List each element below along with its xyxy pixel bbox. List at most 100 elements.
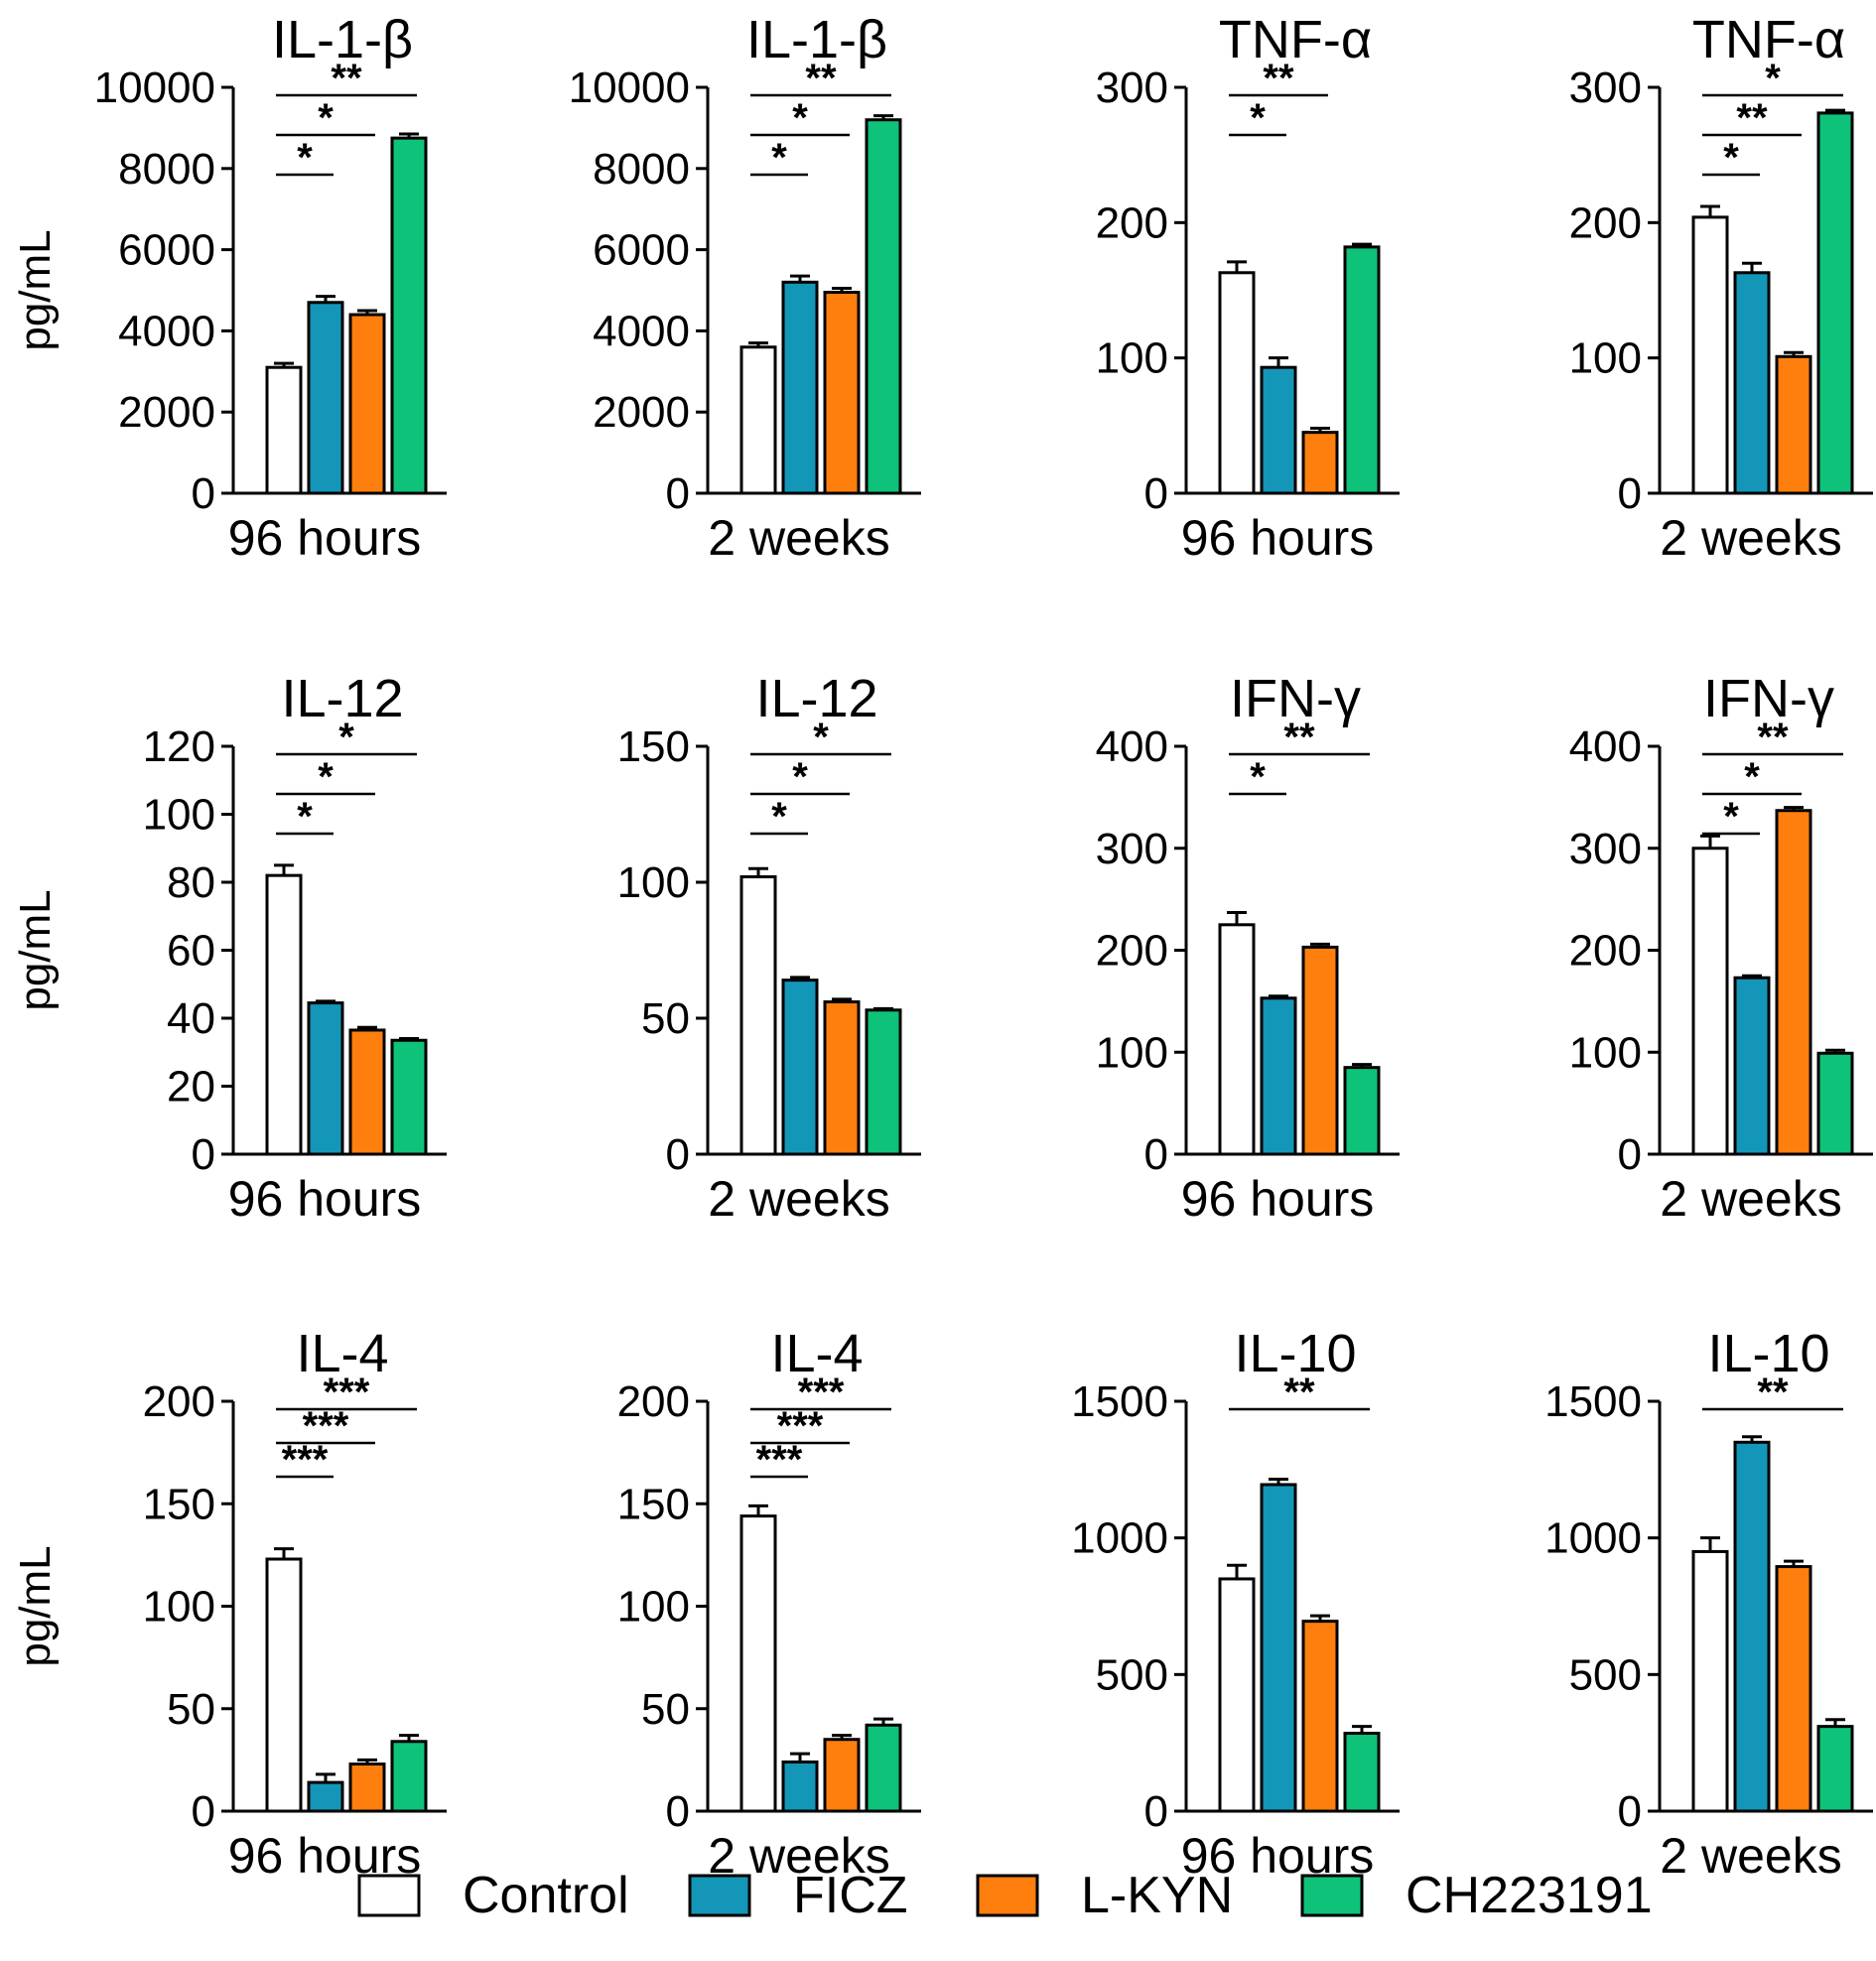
y-tick-label: 200 <box>1096 198 1168 247</box>
bar <box>307 301 344 495</box>
y-tick-label: 150 <box>617 722 690 771</box>
y-tick-label: 0 <box>666 1787 690 1836</box>
significance-label: *** <box>324 1371 370 1414</box>
bar <box>265 1557 303 1813</box>
y-tick-label: 0 <box>1618 469 1642 518</box>
panel-title: IL-4 <box>770 1324 863 1383</box>
significance-label: * <box>813 716 829 759</box>
significance-label: * <box>792 96 808 140</box>
legend-label: Control <box>463 1867 629 1924</box>
y-tick-label: 400 <box>1569 722 1642 771</box>
y-tick-label: 4000 <box>593 307 690 355</box>
panel-title: IL-1-β <box>746 10 887 69</box>
y-tick-label: 1000 <box>1544 1514 1642 1563</box>
y-tick-label: 10000 <box>94 64 215 112</box>
y-tick-label: 100 <box>1096 1028 1168 1077</box>
legend-label: L-KYN <box>1081 1867 1233 1924</box>
bar <box>390 136 428 495</box>
significance-label: * <box>771 136 787 180</box>
significance-label: * <box>1250 755 1266 799</box>
bar <box>739 345 777 495</box>
bar <box>781 1760 819 1813</box>
bar <box>823 291 861 495</box>
y-tick-label: 2000 <box>118 388 215 437</box>
significance-label: * <box>1744 755 1760 799</box>
y-tick-label: 50 <box>641 1685 690 1734</box>
y-axis-label: pg/mL <box>11 1545 60 1666</box>
significance-label: * <box>318 96 334 140</box>
bar <box>739 1514 777 1813</box>
bar <box>823 1738 861 1813</box>
significance-label: *** <box>282 1438 329 1482</box>
legend-item: L-KYN <box>976 1867 1233 1924</box>
panel-title: IL-1-β <box>272 10 413 69</box>
y-axis-label: pg/mL <box>11 889 60 1010</box>
significance-label: * <box>1723 795 1739 839</box>
panel-title: TNF-α <box>1692 10 1845 69</box>
y-tick-label: 40 <box>167 994 215 1043</box>
x-axis-label: 2 weeks <box>708 510 889 566</box>
bar <box>1733 1440 1771 1813</box>
y-tick-label: 20 <box>167 1063 215 1111</box>
y-tick-label: 1500 <box>1544 1377 1642 1426</box>
y-tick-label: 50 <box>167 1685 215 1734</box>
y-tick-label: 200 <box>143 1377 215 1426</box>
bar <box>739 875 777 1156</box>
y-tick-label: 300 <box>1569 825 1642 873</box>
legend-label: CH223191 <box>1406 1867 1653 1924</box>
x-axis-label: 96 hours <box>228 510 422 566</box>
bar <box>1301 1620 1339 1813</box>
significance-label: ** <box>331 57 362 100</box>
significance-label: ** <box>1757 1371 1789 1414</box>
bar <box>1218 271 1256 495</box>
legend-swatch <box>357 1874 421 1917</box>
panel-title: IL-12 <box>755 669 877 728</box>
y-axis-label: pg/mL <box>11 229 60 350</box>
y-tick-label: 100 <box>1569 334 1642 383</box>
bar <box>1691 847 1729 1156</box>
bar <box>1301 431 1339 495</box>
bar <box>1691 215 1729 495</box>
legend-swatch <box>1300 1874 1364 1917</box>
y-tick-label: 0 <box>192 1130 215 1179</box>
bar <box>1816 1051 1854 1156</box>
x-axis-label: 96 hours <box>1181 510 1375 566</box>
y-tick-label: 100 <box>1569 1028 1642 1077</box>
y-tick-label: 8000 <box>118 145 215 194</box>
y-tick-label: 10000 <box>569 64 690 112</box>
bar <box>781 280 819 495</box>
x-axis-label: 2 weeks <box>1660 510 1841 566</box>
y-tick-label: 300 <box>1096 64 1168 112</box>
bar <box>781 979 819 1156</box>
y-tick-label: 0 <box>1618 1787 1642 1836</box>
legend-item: CH223191 <box>1300 1867 1653 1924</box>
y-tick-label: 120 <box>143 722 215 771</box>
y-tick-label: 100 <box>617 858 690 907</box>
bar <box>1775 1565 1812 1813</box>
y-tick-label: 4000 <box>118 307 215 355</box>
y-tick-label: 60 <box>167 927 215 976</box>
legend-item: FICZ <box>688 1867 908 1924</box>
x-axis-label: 96 hours <box>1181 1171 1375 1227</box>
x-axis-label: 96 hours <box>228 1171 422 1227</box>
bar <box>865 1723 902 1813</box>
y-tick-label: 100 <box>143 791 215 840</box>
significance-label: * <box>318 755 334 799</box>
y-tick-label: 50 <box>641 994 690 1043</box>
significance-label: ** <box>1757 716 1789 759</box>
significance-label: *** <box>777 1404 824 1448</box>
panel-title: IL-10 <box>1707 1324 1829 1383</box>
panel-title: IL-10 <box>1234 1324 1356 1383</box>
y-tick-label: 0 <box>1144 469 1168 518</box>
bar <box>1816 111 1854 495</box>
y-tick-label: 80 <box>167 858 215 907</box>
panel-title: IL-4 <box>296 1324 388 1383</box>
bar <box>265 873 303 1156</box>
